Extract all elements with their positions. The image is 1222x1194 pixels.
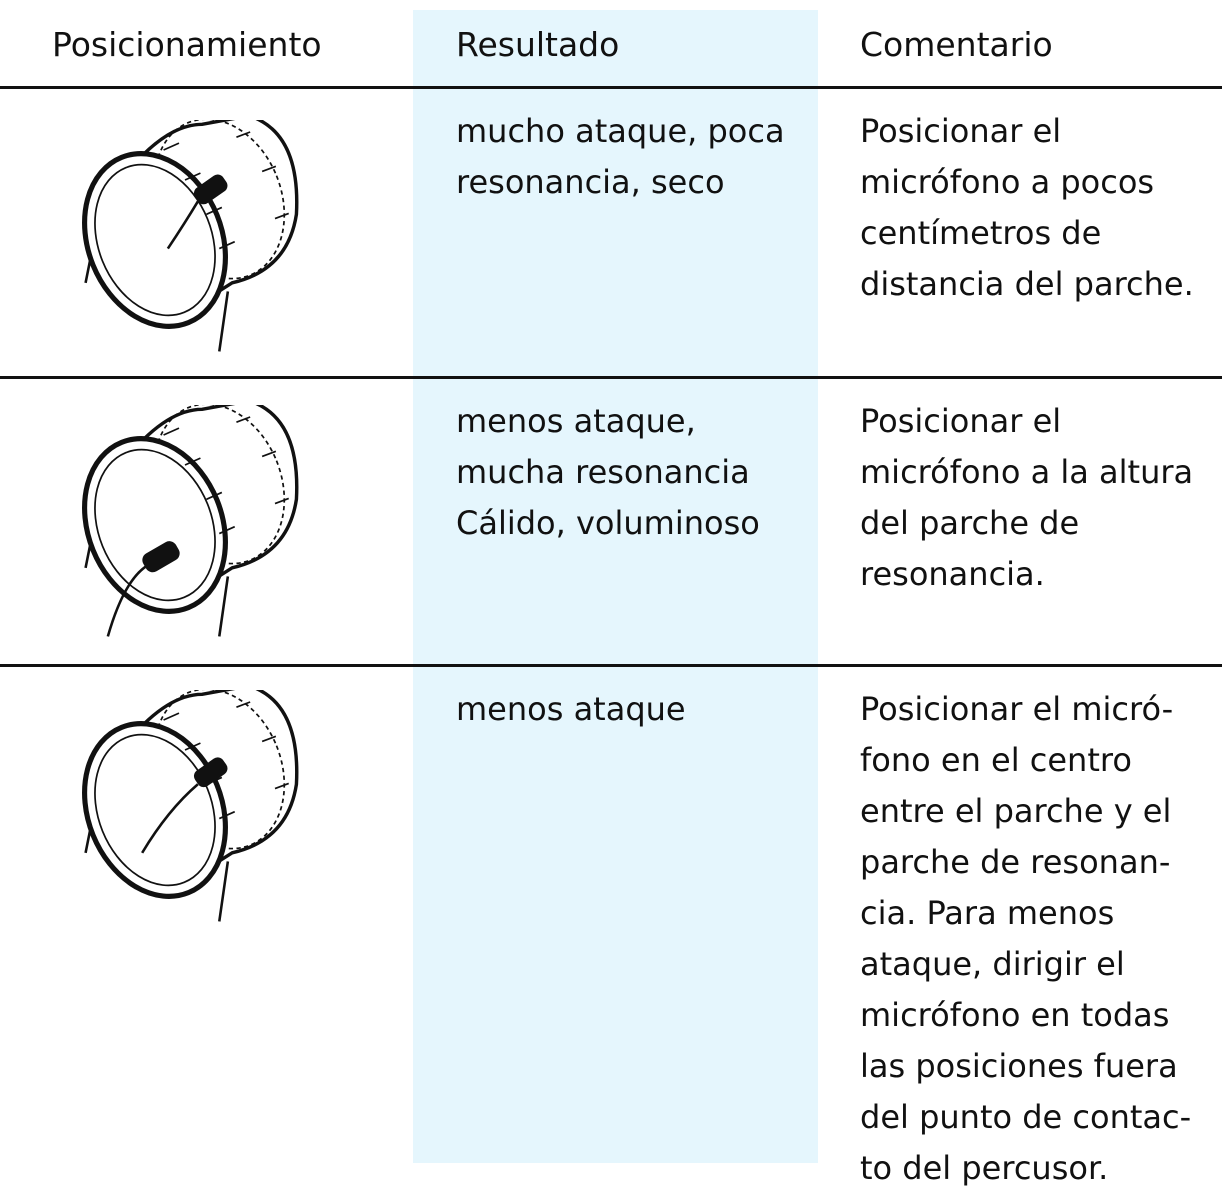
result-line: resonancia, seco xyxy=(456,163,725,201)
mic-cable xyxy=(166,200,199,250)
comment-line: distancia del parche. xyxy=(860,265,1194,303)
comment-line: fono en el centro xyxy=(860,741,1132,779)
microphone xyxy=(193,757,228,788)
comment-line: entre el parche y el xyxy=(860,792,1172,830)
mic-cable xyxy=(141,783,199,854)
column-header: Resultado xyxy=(456,25,620,64)
comment-line: Posicionar el xyxy=(860,112,1062,150)
comment-line: del parche de xyxy=(860,504,1080,542)
comment-line: to del percusor. xyxy=(860,1149,1109,1187)
comment-line: las posiciones fuera xyxy=(860,1047,1178,1085)
comment-line: micrófono en todas xyxy=(860,996,1170,1034)
comment-line: Posicionar el micró- xyxy=(860,690,1174,728)
row-rule xyxy=(0,664,1222,667)
column-header: Posicionamiento xyxy=(52,25,322,64)
microphone xyxy=(142,541,180,573)
comment-line: micrófono a pocos xyxy=(860,163,1155,201)
header-rule xyxy=(0,86,1222,89)
comment-line: Posicionar el xyxy=(860,402,1062,440)
comment-line: resonancia. xyxy=(860,555,1045,593)
drum-illustration xyxy=(55,120,315,360)
result-line: menos ataque xyxy=(456,690,686,728)
comment-line: ataque, dirigir el xyxy=(860,945,1125,983)
result-line: mucha resonancia xyxy=(456,453,750,491)
comment-line: centímetros de xyxy=(860,214,1102,252)
result-column-background xyxy=(413,10,818,1163)
drum-illustration xyxy=(55,405,315,645)
result-line: mucho ataque, poca xyxy=(456,112,785,150)
drum-illustration xyxy=(55,690,315,930)
column-header: Comentario xyxy=(860,25,1053,64)
result-line: Cálido, voluminoso xyxy=(456,504,760,542)
comment-line: parche de resonan- xyxy=(860,843,1171,881)
result-line: menos ataque, xyxy=(456,402,696,440)
microphone xyxy=(193,174,228,205)
comment-line: micrófono a la altura xyxy=(860,453,1194,491)
comment-line: cia. Para menos xyxy=(860,894,1115,932)
row-rule xyxy=(0,376,1222,379)
comment-line: del punto de contac- xyxy=(860,1098,1192,1136)
